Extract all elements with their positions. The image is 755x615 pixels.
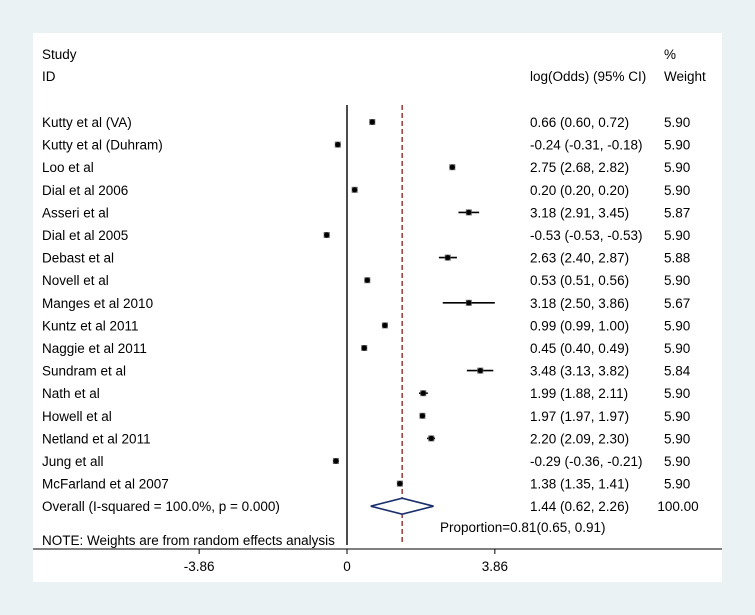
- x-tick-label: -3.86: [184, 559, 215, 574]
- study-ci-text: 1.38 (1.35, 1.41): [530, 477, 629, 492]
- study-ci-text: 2.75 (2.68, 2.82): [530, 160, 629, 175]
- study-name: Asseri et al: [42, 205, 109, 220]
- study-point: [361, 345, 367, 351]
- study-weight: 5.87: [664, 205, 690, 220]
- study-name: Jung et all: [42, 454, 104, 469]
- study-name: Howell et al: [42, 409, 112, 424]
- study-name: Novell et al: [42, 273, 109, 288]
- study-ci-text: 0.99 (0.99, 1.00): [530, 318, 629, 333]
- study-name: Kutty et al (VA): [42, 115, 132, 130]
- study-weight: 5.90: [664, 115, 690, 130]
- x-tick-label: 0: [343, 559, 351, 574]
- header-id: ID: [42, 69, 56, 84]
- study-weight: 5.88: [664, 251, 690, 266]
- study-weight: 5.90: [664, 183, 690, 198]
- header-percent: %: [664, 47, 676, 62]
- study-ci-text: 3.18 (2.91, 3.45): [530, 205, 629, 220]
- study-ci-text: 2.63 (2.40, 2.87): [530, 251, 629, 266]
- study-weight: 5.90: [664, 228, 690, 243]
- study-weight: 5.90: [664, 477, 690, 492]
- study-weight: 5.90: [664, 386, 690, 401]
- study-weight: 5.90: [664, 318, 690, 333]
- plot-frame: Study ID log(Odds) (95% CI)% Weight Kutty et…: [33, 33, 722, 582]
- study-weight: 5.90: [664, 138, 690, 153]
- study-name: Loo et al: [42, 160, 94, 175]
- study-point: [369, 119, 375, 125]
- study-point: [364, 277, 370, 283]
- study-weight: 5.90: [664, 409, 690, 424]
- study-name: McFarland et al 2007: [42, 477, 169, 492]
- overall-label: Overall (I-squared = 100.0%, p = 0.000): [42, 499, 280, 514]
- forest-plot: Study ID log(Odds) (95% CI)% Weight Kutty et…: [33, 47, 722, 574]
- study-ci-text: 1.97 (1.97, 1.97): [530, 409, 629, 424]
- study-ci-text: 1.99 (1.88, 2.11): [530, 386, 628, 401]
- study-ci-text: 3.18 (2.50, 3.86): [530, 296, 629, 311]
- study-name: Debast et al: [42, 251, 114, 266]
- overall-weight: 100.00: [657, 499, 698, 514]
- study-point: [449, 164, 455, 170]
- study-point: [335, 142, 341, 148]
- overall-ci-text: 1.44 (0.62, 2.26): [530, 499, 629, 514]
- study-ci-text: 3.48 (3.13, 3.82): [530, 364, 629, 379]
- study-point: [466, 209, 472, 215]
- study-point: [352, 187, 358, 193]
- study-name: Sundram et al: [42, 364, 126, 379]
- weights-note: NOTE: Weights are from random effects an…: [42, 533, 335, 548]
- study-point: [419, 413, 426, 419]
- study-point: [333, 458, 339, 464]
- study-point: [477, 368, 483, 374]
- study-weight: 5.90: [664, 160, 690, 175]
- study-name: Kuntz et al 2011: [42, 318, 139, 333]
- study-weight: 5.90: [664, 273, 690, 288]
- study-weight: 5.90: [664, 341, 690, 356]
- study-name: Kutty et al (Duhram): [42, 138, 163, 153]
- proportion-annotation: Proportion=0.81(0.65, 0.91): [440, 520, 606, 535]
- study-name: Manges et al 2010: [42, 296, 153, 311]
- header-study: Study: [42, 47, 77, 62]
- study-point: [428, 435, 434, 441]
- study-name: Dial et al 2006: [42, 183, 128, 198]
- study-weight: 5.84: [664, 364, 691, 379]
- study-ci-text: -0.53 (-0.53, -0.53): [530, 228, 643, 243]
- study-ci-text: -0.29 (-0.36, -0.21): [530, 454, 643, 469]
- study-ci-text: 0.45 (0.40, 0.49): [530, 341, 629, 356]
- study-name: Naggie et al 2011: [42, 341, 147, 356]
- study-point: [397, 481, 403, 487]
- study-ci-text: 0.53 (0.51, 0.56): [530, 273, 629, 288]
- x-tick-label: 3.86: [482, 559, 508, 574]
- study-point: [382, 322, 388, 328]
- study-ci-text: -0.24 (-0.31, -0.18): [530, 138, 643, 153]
- study-ci-text: 2.20 (2.09, 2.30): [530, 431, 629, 446]
- study-name: Dial et al 2005: [42, 228, 128, 243]
- study-name: Nath et al: [42, 386, 100, 401]
- study-name: Netland et al 2011: [42, 431, 151, 446]
- study-ci-text: 0.66 (0.60, 0.72): [530, 115, 629, 130]
- study-point: [324, 232, 330, 238]
- study-weight: 5.90: [664, 454, 690, 469]
- study-ci-text: 0.20 (0.20, 0.20): [530, 183, 629, 198]
- study-point: [445, 255, 451, 261]
- study-weight: 5.67: [664, 296, 690, 311]
- header-weight: Weight: [664, 69, 706, 84]
- study-point: [466, 300, 472, 306]
- overall-diamond: [370, 497, 434, 516]
- study-weight: 5.90: [664, 431, 690, 446]
- header-ci: log(Odds) (95% CI): [530, 69, 646, 84]
- study-point: [420, 390, 426, 396]
